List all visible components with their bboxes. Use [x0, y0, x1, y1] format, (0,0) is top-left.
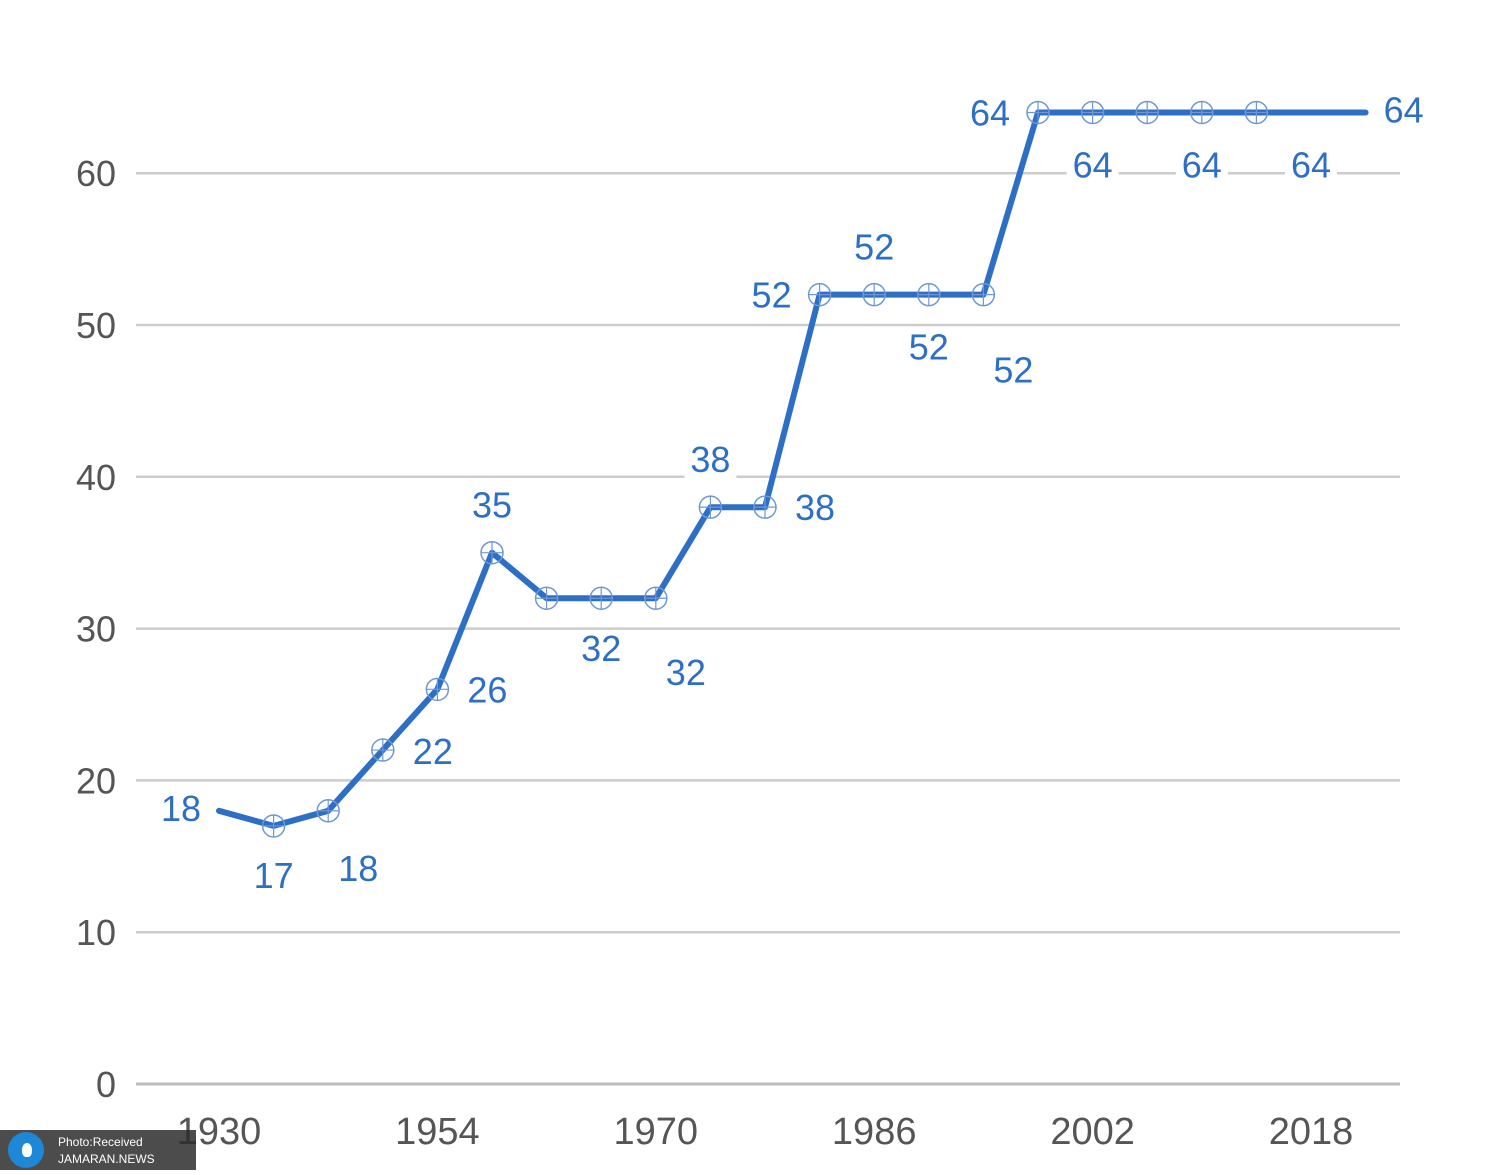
watermark-site: JAMARAN.NEWS: [58, 1152, 155, 1166]
data-label-17: 64: [1291, 144, 1331, 185]
x-axis-ticks: 1930 1954 1970 1986 2002 2018: [177, 1111, 1354, 1153]
data-point-marker-11: [807, 282, 832, 307]
data-label-bg-16: [1175, 149, 1228, 184]
data-label-bg-7: [663, 657, 716, 692]
data-label-bg-13: [991, 354, 1044, 389]
data-label-group: 18 17 18 22 26 35 32 32 38 38 52 52 52 52 64 64 64 64 64: [151, 89, 1434, 896]
data-label-1: 17: [254, 855, 294, 896]
y-axis-ticks: 0 10 20 30 40 50 60: [76, 153, 116, 1105]
data-label-bg-17: [1285, 149, 1337, 184]
x-tick-label-1986: 1986: [832, 1111, 917, 1153]
data-label-bg-5: [466, 489, 518, 524]
data-point-marker-16: [1080, 100, 1105, 125]
series-line-group: [216, 109, 1369, 829]
data-label-bg-15: [1066, 149, 1119, 184]
y-tick-label-10: 10: [76, 912, 116, 953]
data-label-bg-11: [848, 231, 901, 266]
y-tick-label-50: 50: [76, 305, 116, 346]
data-label-10: 52: [752, 275, 792, 316]
data-label-4: 26: [467, 669, 507, 710]
data-label-9: 38: [795, 487, 835, 528]
x-tick-label-2002: 2002: [1050, 1111, 1135, 1153]
watermark-badge: Photo:Received JAMARAN.NEWS: [0, 1130, 196, 1170]
data-point-marker-7: [589, 586, 613, 610]
data-label-bg-14: [960, 97, 1012, 132]
y-tick-label-60: 60: [76, 153, 116, 194]
data-label-bg-8: [684, 444, 737, 479]
data-point-marker-15: [1026, 100, 1050, 125]
data-point-marker-18: [1190, 100, 1214, 125]
data-point-marker-1: [261, 814, 286, 838]
data-label-bg-6: [575, 633, 628, 668]
x-tick-label-1954: 1954: [395, 1111, 480, 1153]
series-line: [216, 109, 1369, 829]
marker-group: [261, 100, 1269, 838]
data-point-marker-10: [753, 495, 777, 519]
data-point-marker-3: [371, 738, 395, 762]
data-label-bg-12: [902, 331, 955, 366]
data-label-5: 35: [472, 485, 512, 526]
data-label-18: 64: [1384, 89, 1424, 130]
watermark-credit: Photo:Received: [58, 1135, 143, 1149]
data-label-7: 32: [666, 652, 706, 693]
data-label-bg-10: [741, 279, 794, 314]
y-tick-label-20: 20: [76, 760, 116, 801]
data-point-marker-8: [644, 586, 668, 610]
data-point-marker-17: [1135, 100, 1159, 125]
data-label-bg-4: [465, 674, 518, 709]
x-tick-label-2018: 2018: [1269, 1111, 1354, 1153]
data-label-6: 32: [581, 628, 621, 669]
data-label-14: 64: [970, 92, 1010, 133]
data-label-bg-9: [793, 492, 845, 527]
data-label-16: 64: [1182, 144, 1222, 185]
data-point-marker-14: [971, 282, 996, 307]
data-label-bg-2: [336, 852, 389, 887]
data-label-2: 18: [338, 848, 378, 889]
data-label-bg-0: [151, 792, 203, 827]
data-point-marker-9: [698, 495, 723, 519]
data-label-12: 52: [909, 327, 949, 368]
gridlines: [136, 171, 1400, 1086]
data-label-bg-18: [1381, 94, 1434, 129]
data-label-15: 64: [1073, 144, 1113, 185]
y-tick-label-40: 40: [76, 457, 116, 498]
jamaran-logo-icon: [8, 1132, 44, 1168]
y-tick-label-0: 0: [96, 1064, 116, 1105]
data-label-3: 22: [413, 731, 453, 772]
y-tick-label-30: 30: [76, 609, 116, 650]
data-label-8: 38: [690, 439, 730, 480]
x-tick-label-1970: 1970: [614, 1111, 699, 1153]
data-point-marker-6: [534, 586, 559, 610]
data-label-13: 52: [993, 350, 1033, 391]
data-point-marker-19: [1244, 100, 1269, 125]
data-point-marker-4: [425, 677, 450, 702]
data-label-bg-1: [247, 859, 300, 894]
data-label-bg-3: [410, 736, 463, 771]
data-point-marker-13: [917, 282, 941, 307]
data-label-11: 52: [854, 227, 894, 268]
data-point-marker-5: [480, 540, 504, 565]
data-point-marker-2: [316, 799, 340, 823]
data-label-0: 18: [161, 788, 201, 829]
data-point-marker-12: [862, 282, 886, 307]
